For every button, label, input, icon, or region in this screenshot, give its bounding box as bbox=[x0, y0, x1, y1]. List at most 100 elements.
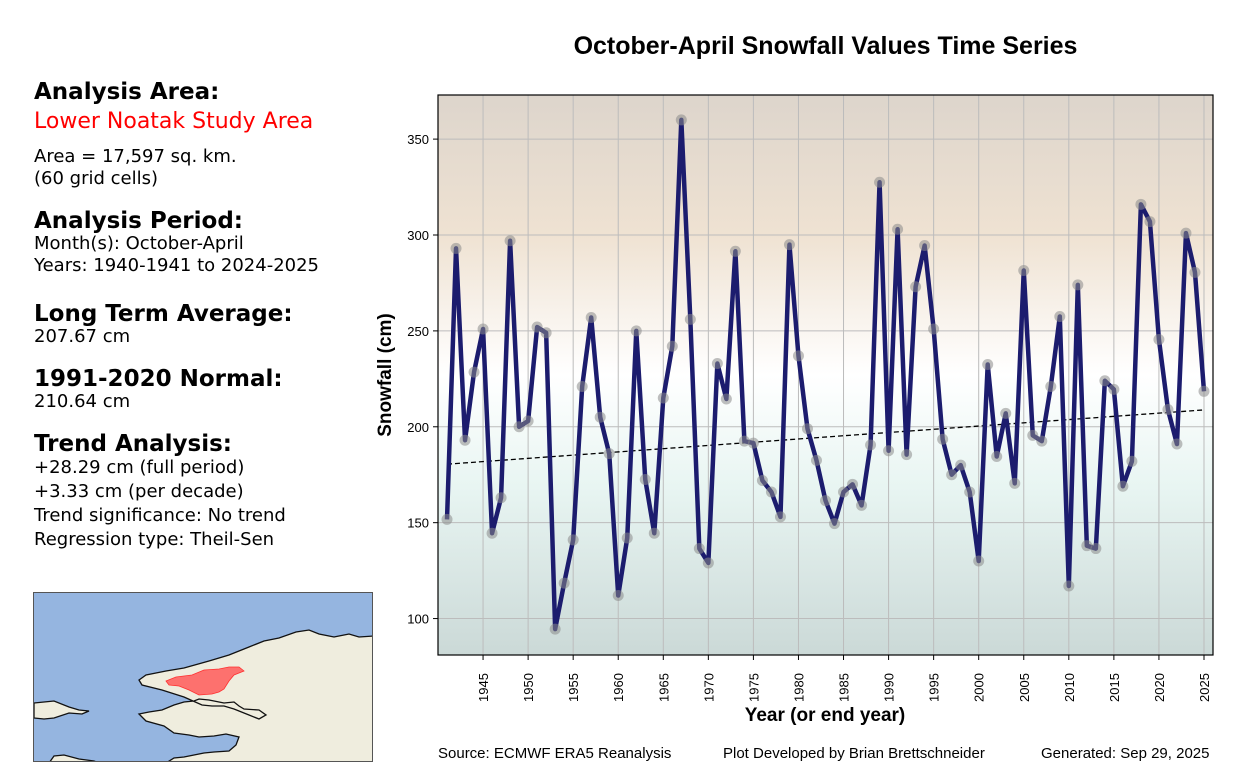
map-study-area bbox=[165, 666, 245, 696]
data-point bbox=[603, 448, 615, 460]
data-point bbox=[982, 358, 994, 370]
data-point bbox=[504, 235, 516, 247]
trend-full: +28.29 cm (full period) bbox=[34, 457, 245, 478]
trend-heading: Trend Analysis: bbox=[34, 431, 232, 457]
data-point bbox=[540, 327, 552, 339]
y-tick-label: 200 bbox=[407, 420, 429, 435]
data-point bbox=[1090, 543, 1102, 555]
data-point bbox=[919, 240, 931, 252]
normal-value: 210.64 cm bbox=[34, 391, 131, 412]
y-tick-label: 150 bbox=[407, 516, 429, 531]
chart-svg: 1945 1950 1955 1960 1965 1970 1975 1980 1985 1990… bbox=[375, 94, 1214, 726]
data-point bbox=[937, 433, 949, 445]
map-land-mainland bbox=[137, 629, 372, 761]
data-point bbox=[901, 449, 913, 461]
x-tick-label: 1995 bbox=[927, 673, 942, 702]
data-point bbox=[856, 499, 868, 511]
data-point bbox=[630, 325, 642, 337]
x-tick-label: 1990 bbox=[882, 673, 897, 702]
data-point bbox=[1099, 375, 1111, 387]
data-point bbox=[657, 392, 669, 404]
data-point bbox=[892, 223, 904, 235]
data-point bbox=[684, 313, 696, 325]
plot-frame bbox=[437, 94, 1214, 656]
data-point bbox=[1162, 404, 1174, 416]
data-point bbox=[549, 623, 561, 635]
data-point bbox=[621, 532, 633, 544]
x-tick-label: 2020 bbox=[1152, 673, 1167, 702]
normal-heading: 1991-2020 Normal: bbox=[34, 366, 283, 392]
data-point bbox=[693, 543, 705, 555]
map-land-peninsula bbox=[34, 700, 90, 720]
data-point bbox=[1126, 455, 1138, 467]
data-point bbox=[1009, 477, 1021, 489]
x-tick-label: 2025 bbox=[1197, 673, 1212, 702]
data-point bbox=[910, 281, 922, 293]
data-point bbox=[450, 242, 462, 254]
data-point bbox=[648, 527, 660, 539]
map-svg bbox=[34, 629, 372, 761]
data-point bbox=[468, 366, 480, 378]
x-tick-label: 1970 bbox=[701, 673, 716, 702]
data-point bbox=[666, 340, 678, 352]
data-point bbox=[865, 439, 877, 451]
grid-lines bbox=[438, 95, 1213, 655]
data-point bbox=[1081, 540, 1093, 552]
area-name: Lower Noatak Study Area bbox=[34, 109, 314, 134]
lta-value: 207.67 cm bbox=[34, 326, 131, 347]
data-point bbox=[594, 411, 606, 423]
lta-heading: Long Term Average: bbox=[34, 301, 293, 327]
trend-significance: Trend significance: No trend bbox=[34, 505, 286, 526]
data-point bbox=[1135, 198, 1147, 210]
x-tick-label: 2010 bbox=[1062, 673, 1077, 702]
data-point bbox=[729, 245, 741, 257]
data-point bbox=[1189, 266, 1201, 278]
data-point bbox=[1198, 385, 1210, 397]
data-point bbox=[1000, 407, 1012, 419]
trend-decade: +3.33 cm (per decade) bbox=[34, 481, 244, 502]
location-map bbox=[33, 592, 373, 762]
data-point bbox=[675, 114, 687, 126]
series-markers bbox=[441, 114, 1210, 635]
data-point bbox=[774, 511, 786, 523]
chart-title: October-April Snowfall Values Time Serie… bbox=[573, 32, 1078, 60]
data-point bbox=[883, 445, 895, 457]
data-point bbox=[973, 555, 985, 567]
data-point bbox=[711, 357, 723, 369]
map-land-island bbox=[49, 754, 96, 761]
trend-line bbox=[446, 409, 1205, 465]
grid-cells: (60 grid cells) bbox=[34, 168, 158, 189]
data-point bbox=[567, 534, 579, 546]
data-point bbox=[756, 474, 768, 486]
data-point bbox=[1153, 334, 1165, 346]
data-point bbox=[1144, 216, 1156, 228]
x-tick-label: 1980 bbox=[791, 673, 806, 702]
data-point bbox=[1054, 311, 1066, 323]
data-point bbox=[1072, 279, 1084, 291]
data-point bbox=[1018, 264, 1030, 276]
data-point bbox=[702, 557, 714, 569]
data-point bbox=[829, 518, 841, 530]
y-axis-ticks: 100 150 200 250 300 350 bbox=[407, 132, 438, 627]
data-point bbox=[783, 239, 795, 251]
y-tick-label: 100 bbox=[407, 612, 429, 627]
data-point bbox=[522, 415, 534, 427]
y-axis-label: Snowfall (cm) bbox=[375, 313, 396, 437]
data-point bbox=[847, 478, 859, 490]
area-size: Area = 17,597 sq. km. bbox=[34, 146, 237, 167]
data-point bbox=[810, 454, 822, 466]
data-point bbox=[874, 176, 886, 188]
data-point bbox=[747, 437, 759, 449]
data-point bbox=[1108, 383, 1120, 395]
data-point bbox=[1171, 438, 1183, 450]
x-tick-label: 2005 bbox=[1017, 673, 1032, 702]
regression-type: Regression type: Theil-Sen bbox=[34, 529, 275, 550]
x-tick-label: 1965 bbox=[656, 673, 671, 702]
analysis-years: Years: 1940-1941 to 2024-2025 bbox=[34, 255, 320, 276]
data-point bbox=[486, 527, 498, 539]
data-point bbox=[928, 323, 940, 335]
data-point bbox=[639, 474, 651, 486]
x-axis-label: Year (or end year) bbox=[745, 705, 906, 726]
data-point bbox=[946, 469, 958, 481]
data-point bbox=[1063, 580, 1075, 592]
